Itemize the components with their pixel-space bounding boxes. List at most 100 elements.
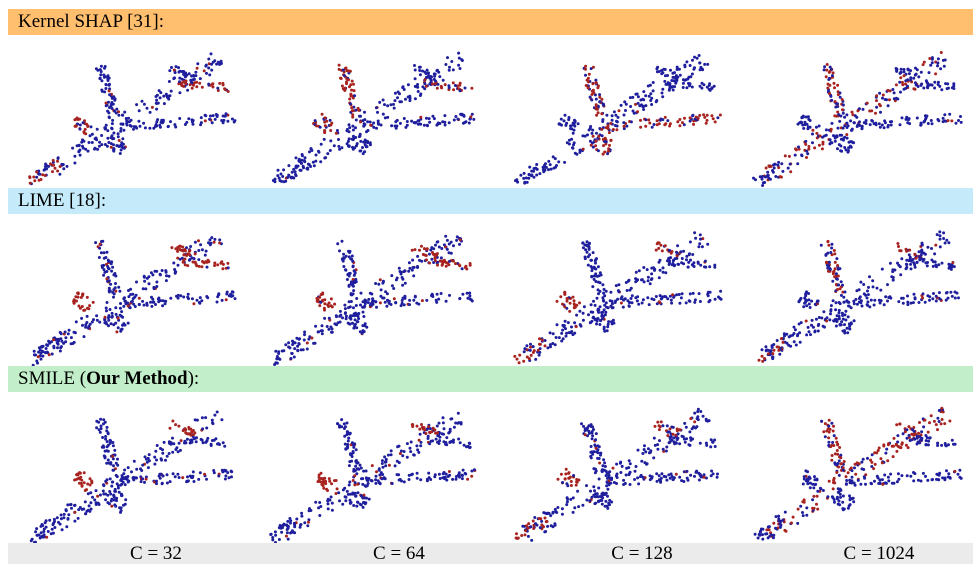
point: [280, 530, 284, 534]
point: [902, 68, 906, 71]
point: [565, 299, 569, 303]
point: [416, 83, 420, 86]
point: [801, 114, 805, 118]
point: [65, 525, 69, 529]
point: [350, 106, 354, 110]
point: [565, 500, 569, 504]
point: [950, 438, 954, 442]
point: [43, 165, 47, 168]
point: [98, 246, 102, 250]
point: [760, 354, 764, 358]
point: [654, 248, 658, 252]
point: [846, 315, 850, 319]
point: [614, 284, 618, 288]
point: [50, 352, 54, 356]
point: [926, 478, 930, 482]
point: [959, 115, 962, 118]
point: [884, 451, 888, 455]
point: [833, 260, 837, 264]
point: [604, 289, 608, 293]
point: [83, 489, 87, 492]
point: [178, 244, 182, 248]
point: [537, 517, 541, 520]
point: [634, 92, 638, 96]
point: [837, 317, 841, 321]
point: [948, 419, 952, 423]
point: [669, 472, 673, 476]
point: [221, 121, 225, 125]
point: [693, 66, 696, 70]
point: [416, 122, 420, 126]
point: [81, 323, 84, 327]
point: [427, 425, 431, 428]
point: [418, 73, 422, 77]
point: [923, 300, 927, 304]
point: [96, 494, 100, 498]
point: [547, 168, 550, 172]
point: [340, 239, 344, 243]
point: [877, 102, 881, 106]
point: [39, 178, 43, 181]
point: [686, 77, 690, 81]
point: [771, 357, 775, 361]
point: [149, 300, 153, 304]
point: [129, 293, 133, 296]
point: [212, 471, 216, 475]
point: [556, 477, 560, 481]
point: [801, 514, 805, 518]
point: [567, 116, 571, 119]
point: [173, 76, 176, 80]
point: [86, 492, 90, 496]
point: [531, 351, 535, 354]
point: [802, 126, 806, 130]
point: [602, 287, 606, 291]
point: [191, 122, 195, 126]
point: [937, 291, 941, 295]
point: [326, 502, 330, 506]
point: [811, 132, 814, 136]
point: [590, 269, 594, 273]
point: [292, 176, 296, 180]
point: [289, 357, 293, 360]
point: [101, 436, 105, 439]
point: [102, 268, 106, 272]
point: [918, 421, 921, 424]
point: [132, 302, 136, 306]
point: [940, 418, 944, 421]
point: [195, 66, 199, 70]
point: [594, 78, 598, 82]
point: [145, 106, 149, 110]
point: [65, 164, 69, 168]
point: [828, 427, 832, 431]
point: [754, 178, 757, 182]
point: [305, 347, 309, 351]
point: [839, 453, 843, 457]
point: [338, 499, 341, 503]
point: [833, 86, 836, 90]
point: [542, 525, 545, 529]
point: [78, 506, 82, 509]
point: [688, 240, 692, 244]
point: [830, 421, 834, 425]
point: [189, 438, 192, 442]
point: [451, 440, 455, 444]
point: [841, 314, 845, 317]
point: [941, 120, 945, 124]
point: [94, 489, 98, 493]
point: [213, 261, 217, 265]
point: [357, 317, 361, 321]
point: [937, 119, 941, 123]
point: [925, 264, 929, 268]
point: [132, 475, 136, 479]
point: [146, 466, 150, 470]
point: [429, 439, 433, 443]
point: [615, 120, 619, 124]
point: [186, 88, 190, 92]
point: [544, 162, 547, 166]
point: [431, 114, 435, 118]
point: [912, 87, 916, 91]
point: [909, 78, 913, 82]
point: [661, 270, 665, 274]
point: [39, 531, 43, 535]
point: [569, 480, 573, 483]
